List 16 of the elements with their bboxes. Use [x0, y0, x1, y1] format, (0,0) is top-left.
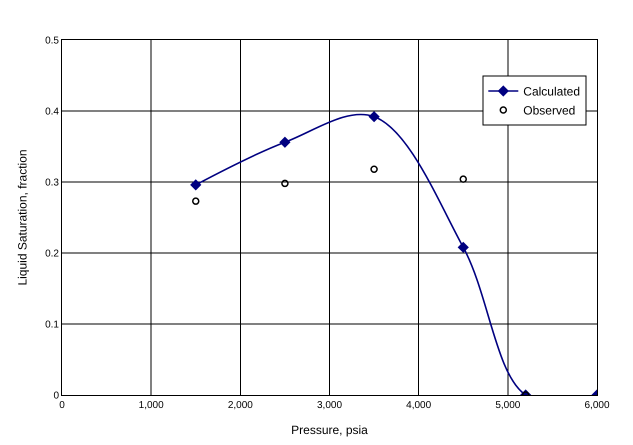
legend-label: Calculated: [523, 84, 580, 99]
x-tick-label: 2,000: [228, 400, 254, 411]
y-tick-label: 0.4: [45, 106, 60, 118]
y-tick-label: 0.1: [45, 320, 60, 330]
legend-label: Observed: [523, 104, 576, 118]
x-tick-label: 4,000: [406, 400, 432, 411]
y-axis-title: Liquid Saturation, fraction: [15, 149, 30, 286]
y-tick-label: 0: [53, 390, 60, 402]
y-tick-label: 0.5: [45, 36, 60, 46]
x-axis-title: Pressure, psia: [291, 422, 368, 437]
x-tick-label: 6,000: [584, 400, 610, 411]
x-tick-label: 3,000: [316, 400, 342, 411]
y-tick-label: 0.2: [45, 248, 60, 260]
y-tick-label: 0.3: [45, 178, 60, 188]
x-tick-label: 1,000: [138, 400, 164, 411]
x-tick-label: 5,000: [495, 400, 521, 411]
